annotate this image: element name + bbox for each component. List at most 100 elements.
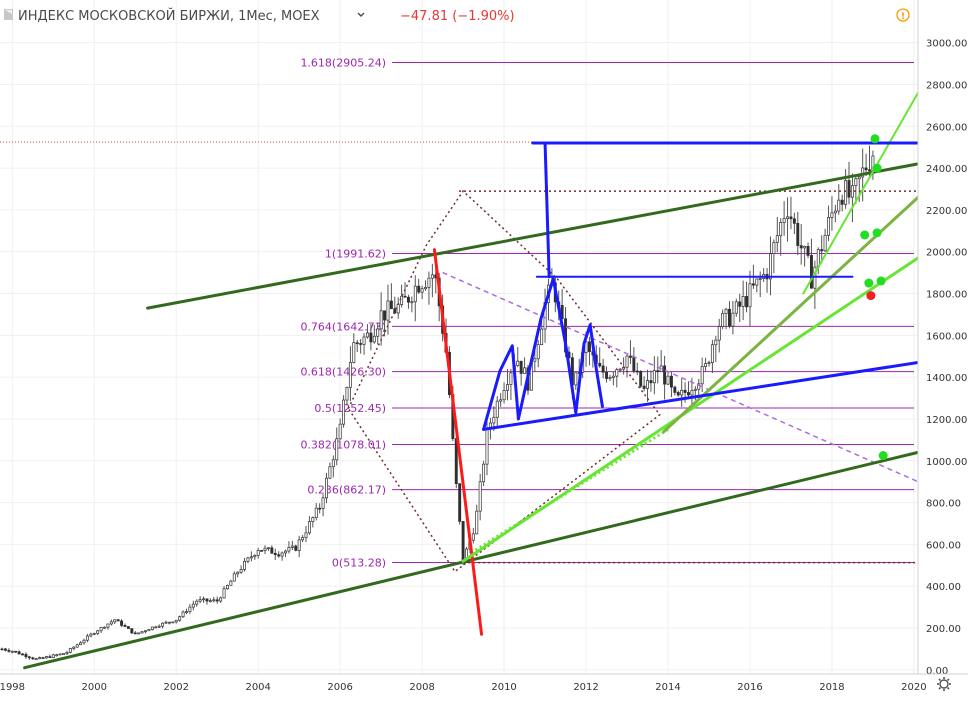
candle-body-down xyxy=(260,550,264,552)
y-tick-label: 200.00 xyxy=(926,624,961,635)
y-tick-label: 1800.00 xyxy=(926,290,967,301)
candle-body-up xyxy=(178,616,182,621)
chevron-down-icon[interactable] xyxy=(357,12,365,17)
candle xyxy=(256,547,260,559)
candle xyxy=(632,347,636,374)
candle xyxy=(17,650,21,655)
candle-body-down xyxy=(673,386,677,393)
candle xyxy=(656,356,660,384)
candle xyxy=(813,260,817,309)
candle-body-up xyxy=(755,278,759,286)
candle xyxy=(628,340,632,365)
candle-body-down xyxy=(0,648,4,651)
candle xyxy=(290,540,294,551)
candle-body-up xyxy=(58,653,62,656)
candle-body-down xyxy=(116,619,120,622)
candle-body-up xyxy=(502,390,506,401)
candle xyxy=(72,646,76,651)
candle xyxy=(294,544,298,552)
candle-body-up xyxy=(857,176,861,180)
candle-body-up xyxy=(615,369,619,377)
candle xyxy=(79,641,83,646)
x-tick-label: 2018 xyxy=(819,682,844,693)
candle xyxy=(144,630,147,634)
candle xyxy=(523,357,527,374)
candle xyxy=(673,385,677,396)
x-tick-label: 2010 xyxy=(491,682,516,693)
candle-body-down xyxy=(738,301,742,307)
candle-body-down xyxy=(294,545,298,551)
gear-icon[interactable] xyxy=(937,677,951,691)
candle-body-up xyxy=(79,642,83,646)
candle xyxy=(150,626,154,631)
candle xyxy=(779,218,783,256)
candle-body-up xyxy=(266,547,270,550)
signal-dot xyxy=(872,163,882,173)
candle xyxy=(499,393,503,407)
candle xyxy=(140,631,144,634)
exclamation-circle-icon[interactable]: ! xyxy=(896,8,910,22)
y-tick-label: 1000.00 xyxy=(926,457,967,468)
candle-body-up xyxy=(38,657,42,660)
y-tick-label: 1400.00 xyxy=(926,373,967,384)
candle xyxy=(181,610,185,618)
candle xyxy=(717,318,721,353)
candle xyxy=(769,236,772,296)
price-axis[interactable]: 0.00 200.00 400.00 600.00 800.00 1000.00 1200.… xyxy=(926,39,967,677)
drawings-layer xyxy=(23,91,920,670)
candle xyxy=(762,268,766,282)
candle-body-down xyxy=(676,392,680,396)
candle xyxy=(195,599,199,607)
candle xyxy=(167,621,171,625)
y-tick-label: 1600.00 xyxy=(926,331,967,342)
candle-body-up xyxy=(307,521,311,534)
candle-body-up xyxy=(574,372,578,386)
candle xyxy=(519,360,523,386)
signal-dot xyxy=(864,278,874,288)
green-support-1-line xyxy=(461,256,920,563)
candle-body-up xyxy=(106,623,110,628)
candle-body-up xyxy=(700,366,704,385)
candle-body-up xyxy=(400,295,404,305)
candle xyxy=(857,175,861,203)
candle-body-up xyxy=(297,539,301,551)
candle-body-up xyxy=(72,646,76,649)
candle-body-up xyxy=(741,296,745,307)
candle xyxy=(338,418,342,440)
signal-dot xyxy=(860,230,870,240)
candle-body-up xyxy=(379,310,383,330)
candle-body-up xyxy=(707,362,711,364)
candle xyxy=(307,516,311,536)
candle xyxy=(58,653,62,656)
candle xyxy=(232,571,236,582)
candle-body-up xyxy=(523,367,527,374)
candle xyxy=(765,268,769,293)
x-tick-label: 1998 xyxy=(0,682,25,693)
symbol-title[interactable]: ИНДЕКС МОСКОВСКОЙ БИРЖИ, 1Мес, MOEX xyxy=(18,8,320,24)
candle xyxy=(540,319,544,346)
candle xyxy=(154,625,158,629)
candles-layer xyxy=(0,145,875,661)
candle xyxy=(171,621,175,624)
candle xyxy=(669,371,673,398)
candle xyxy=(348,346,352,401)
y-tick-label: 2800.00 xyxy=(926,80,967,91)
candle-body-up xyxy=(775,235,779,243)
header: ИНДЕКС МОСКОВСКОЙ БИРЖИ, 1Мес, MOEX −47.… xyxy=(4,8,910,24)
candle-body-up xyxy=(55,654,59,657)
candle xyxy=(738,293,742,323)
candle xyxy=(417,278,421,294)
candle xyxy=(31,656,35,660)
candle xyxy=(202,596,206,603)
candle-body-down xyxy=(27,656,31,659)
candle xyxy=(280,551,284,561)
fib-level-label: 0.764(1642.73) xyxy=(300,320,386,333)
candle-body-up xyxy=(844,180,848,205)
candle xyxy=(355,339,359,352)
candle xyxy=(410,296,414,313)
time-axis[interactable]: 1998 2000 2002 2004 2006 2008 2010 2012 2014 2016… xyxy=(0,682,927,693)
candle xyxy=(103,626,106,629)
candle-body-down xyxy=(383,310,387,321)
